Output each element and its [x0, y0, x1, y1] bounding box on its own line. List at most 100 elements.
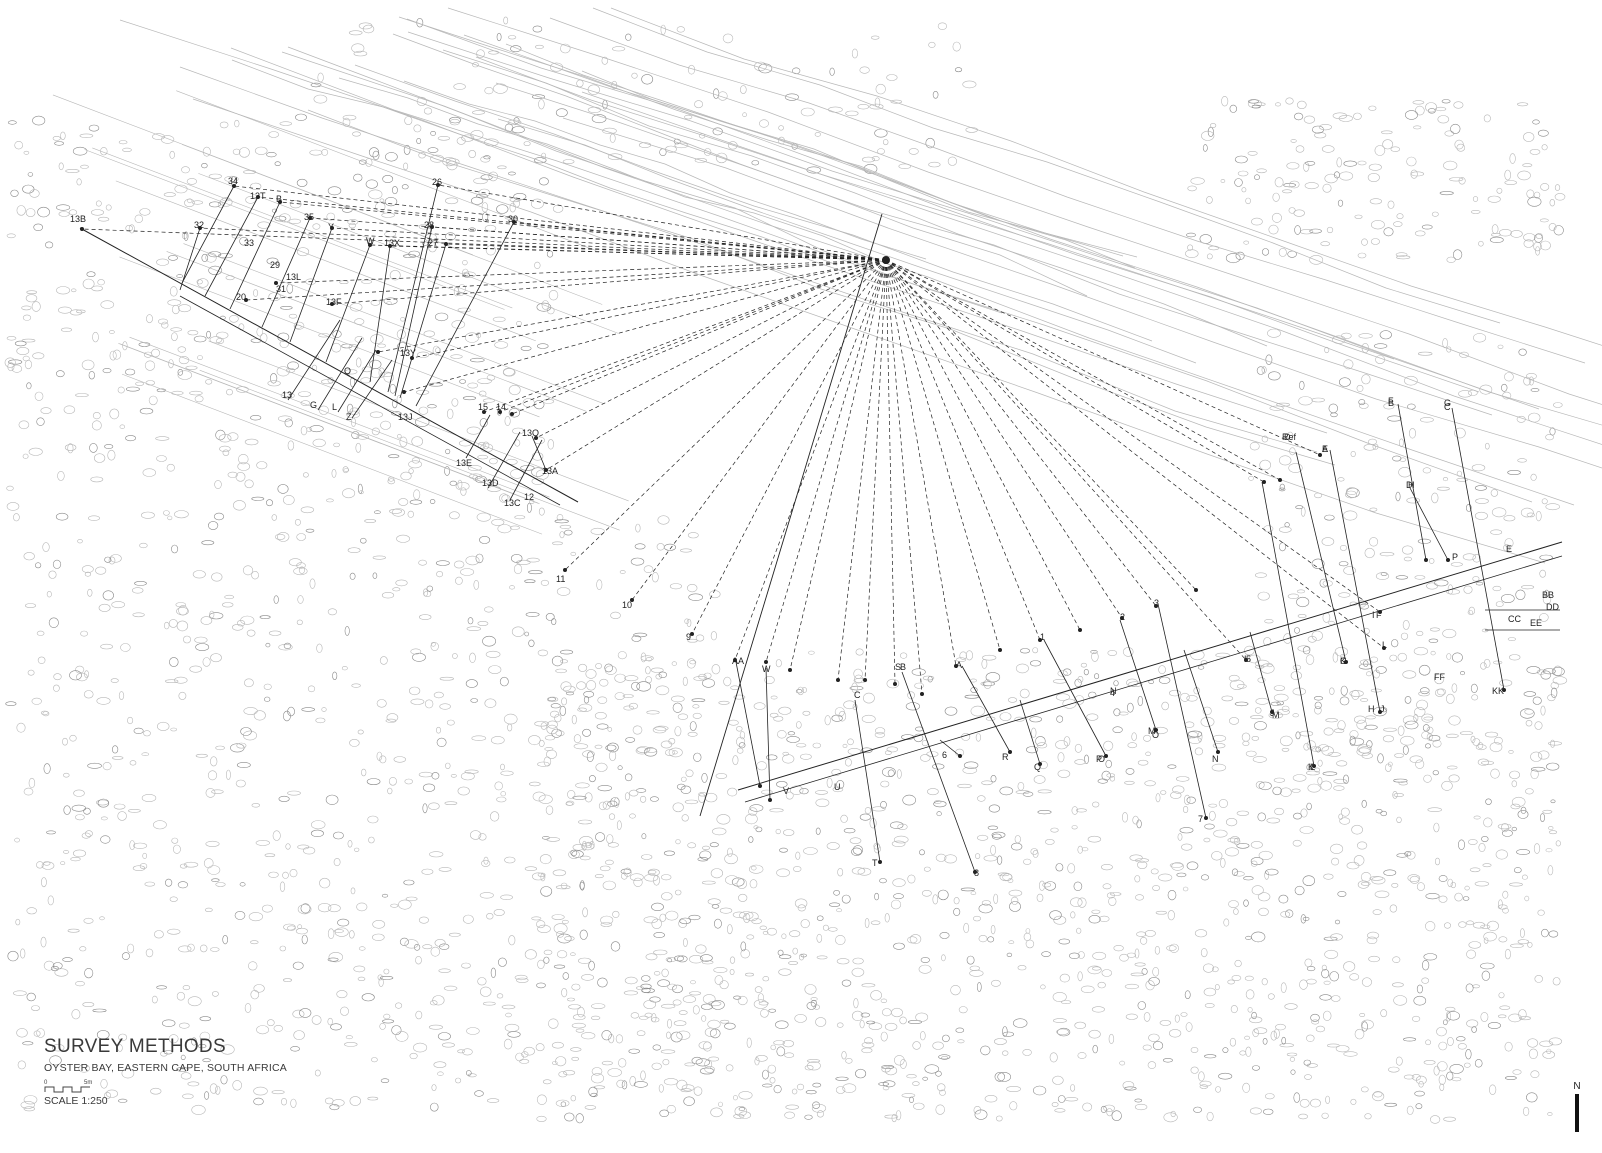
- texture-blob: [1414, 575, 1426, 580]
- texture-blob: [1159, 1020, 1172, 1026]
- texture-blob: [332, 671, 338, 680]
- texture-blob: [535, 469, 549, 480]
- texture-blob: [958, 1006, 968, 1014]
- texture-blob: [851, 967, 865, 977]
- texture-blob: [939, 932, 950, 939]
- texture-blob: [660, 1049, 676, 1054]
- texture-blob: [1415, 1075, 1427, 1085]
- texture-blob: [359, 490, 364, 495]
- station-point: [436, 183, 440, 187]
- texture-blob: [997, 872, 1010, 877]
- texture-blob: [208, 201, 221, 208]
- texture-blob: [369, 359, 382, 370]
- texture-blob: [1428, 638, 1439, 643]
- texture-blob: [1092, 951, 1107, 960]
- texture-blob: [1498, 899, 1503, 909]
- texture-blob: [1325, 1095, 1330, 1104]
- texture-blob: [701, 960, 714, 965]
- texture-blob: [1446, 256, 1456, 263]
- texture-blob: [379, 656, 388, 665]
- texture-blob: [1472, 738, 1481, 746]
- station-label: 13J: [398, 412, 413, 422]
- texture-blob: [349, 572, 356, 580]
- texture-blob: [514, 439, 521, 447]
- texture-blob: [1030, 660, 1042, 667]
- texture-blob: [601, 56, 608, 65]
- texture-blob: [494, 341, 509, 349]
- texture-blob: [1314, 701, 1322, 710]
- station-label: C: [854, 690, 861, 700]
- texture-blob: [492, 316, 506, 323]
- texture-blob: [1484, 731, 1499, 738]
- texture-blob: [531, 916, 542, 921]
- texture-blob: [10, 189, 19, 197]
- texture-blob: [6, 233, 16, 239]
- texture-blob: [151, 995, 158, 1004]
- texture-blob: [555, 1056, 567, 1067]
- texture-blob: [91, 209, 105, 216]
- texture-blob: [1448, 774, 1460, 783]
- texture-blob: [1351, 689, 1360, 700]
- station-point: [410, 356, 414, 360]
- texture-blob: [537, 872, 546, 877]
- texture-blob: [701, 880, 716, 885]
- texture-blob: [319, 877, 331, 889]
- texture-blob: [1055, 693, 1070, 701]
- texture-blob: [1522, 163, 1533, 168]
- station-point: [330, 226, 334, 230]
- radial-dashed-line: [885, 259, 1265, 483]
- texture-blob: [868, 1022, 883, 1030]
- texture-blob: [1523, 132, 1535, 142]
- texture-blob: [1532, 119, 1540, 125]
- texture-blob: [1154, 945, 1160, 955]
- texture-blob: [835, 934, 846, 945]
- texture-blob: [531, 477, 544, 485]
- texture-blob: [620, 872, 628, 880]
- offset-line: [735, 661, 761, 787]
- texture-blob: [1451, 1077, 1462, 1082]
- texture-blob: [1449, 1064, 1464, 1074]
- texture-blob: [1527, 1038, 1539, 1048]
- texture-blob: [274, 533, 286, 540]
- texture-blob: [1203, 987, 1217, 997]
- texture-blob: [1108, 1033, 1115, 1044]
- station-point: [1154, 604, 1158, 608]
- texture-blob: [1337, 890, 1347, 897]
- texture-blob: [584, 792, 593, 803]
- texture-blob: [1127, 702, 1134, 713]
- texture-blob: [273, 595, 279, 604]
- texture-blob: [1364, 724, 1378, 730]
- radial-dashed-line: [564, 259, 887, 571]
- texture-blob: [81, 359, 95, 371]
- texture-blob: [1453, 101, 1464, 109]
- texture-blob: [510, 468, 524, 479]
- texture-blob: [1088, 914, 1101, 924]
- texture-blob: [605, 744, 617, 751]
- texture-blob: [661, 1003, 676, 1009]
- texture-blob: [236, 386, 249, 393]
- texture-blob: [697, 856, 709, 862]
- texture-blob: [1305, 654, 1315, 665]
- texture-blob: [993, 893, 999, 904]
- texture-blob: [286, 283, 294, 294]
- texture-blob: [601, 1030, 612, 1041]
- texture-blob: [1515, 589, 1526, 600]
- texture-blob: [1523, 691, 1537, 697]
- texture-blob: [607, 727, 613, 732]
- texture-blob: [102, 590, 114, 601]
- texture-blob: [500, 763, 505, 771]
- texture-blob: [189, 390, 203, 396]
- texture-blob: [1236, 842, 1250, 849]
- texture-blob: [962, 766, 978, 774]
- texture-blob: [1297, 100, 1307, 109]
- texture-blob: [884, 1114, 899, 1119]
- texture-blob: [1446, 693, 1455, 704]
- texture-blob: [884, 913, 890, 923]
- north-arrow: N: [1570, 1081, 1584, 1132]
- texture-blob: [1208, 245, 1220, 251]
- texture-blob: [234, 911, 246, 920]
- texture-blob: [1135, 894, 1144, 901]
- texture-blob: [1489, 236, 1504, 243]
- texture-blob: [1084, 754, 1089, 764]
- texture-blob: [139, 863, 148, 870]
